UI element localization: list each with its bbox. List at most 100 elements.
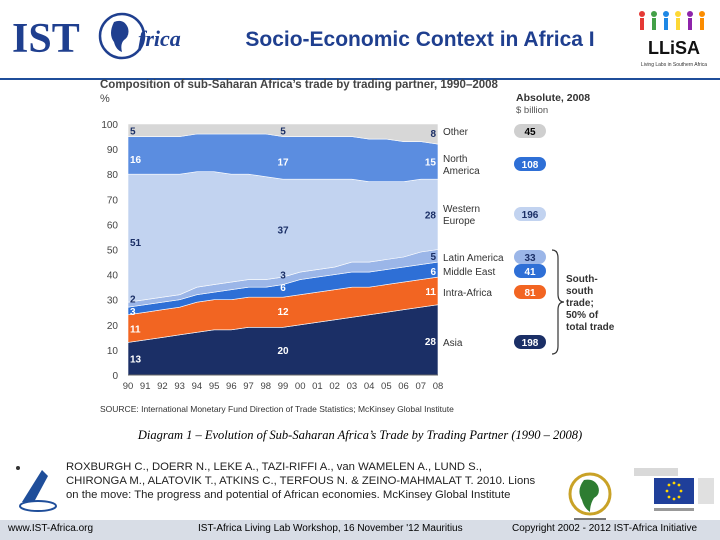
south-south-annotation: south bbox=[566, 286, 593, 297]
data-label: 11 bbox=[425, 287, 436, 298]
x-tick-label: 92 bbox=[157, 381, 168, 392]
legend-badge bbox=[514, 124, 546, 138]
data-label: 37 bbox=[277, 225, 289, 236]
page-title: Socio-Economic Context in Africa I bbox=[245, 28, 595, 51]
x-tick-label: 08 bbox=[433, 381, 444, 392]
reference-text: ROXBURGH C., DOERR N., LEKE A., TAZI-RIF… bbox=[66, 460, 566, 502]
y-tick-label: 60 bbox=[107, 220, 119, 231]
x-tick-label: 00 bbox=[295, 381, 306, 392]
legend-label: Other bbox=[443, 127, 469, 138]
south-south-annotation: 50% of bbox=[566, 310, 599, 321]
x-tick-label: 02 bbox=[329, 381, 340, 392]
european-commission-logo bbox=[634, 468, 714, 511]
legend-label: Intra-Africa bbox=[443, 288, 492, 299]
y-tick-label: 0 bbox=[112, 371, 118, 382]
africa-map-icon bbox=[111, 20, 129, 52]
legend-label: Europe bbox=[443, 216, 476, 227]
legend-value: 81 bbox=[524, 288, 536, 299]
legend-label: Middle East bbox=[443, 267, 495, 278]
y-tick-label: 20 bbox=[107, 321, 119, 332]
data-label: 6 bbox=[430, 267, 436, 278]
legend-value: 196 bbox=[522, 210, 539, 221]
x-tick-label: 05 bbox=[381, 381, 392, 392]
data-label: 16 bbox=[130, 155, 142, 166]
legend-label: Latin America bbox=[443, 253, 504, 264]
reference-line: ROXBURGH C., DOERR N., LEKE A., TAZI-RIF… bbox=[66, 461, 482, 473]
data-label: 8 bbox=[430, 129, 436, 140]
data-label: 28 bbox=[425, 210, 437, 221]
x-tick-label: 07 bbox=[415, 381, 426, 392]
data-label: 15 bbox=[425, 158, 437, 169]
legend-badge bbox=[514, 250, 546, 264]
people-icon bbox=[639, 11, 705, 30]
chart-title: Composition of sub-Saharan Africa’s trad… bbox=[100, 79, 499, 91]
data-label: 17 bbox=[277, 158, 289, 169]
legend-badge bbox=[514, 285, 546, 299]
data-label: 51 bbox=[130, 238, 142, 249]
south-south-bracket bbox=[551, 249, 565, 355]
legend-label: Asia bbox=[443, 338, 463, 349]
chart-source: SOURCE: International Monetary Fund Dire… bbox=[100, 404, 454, 414]
data-label: 6 bbox=[280, 283, 286, 294]
data-label: 11 bbox=[130, 325, 141, 336]
legend-label: Western bbox=[443, 204, 480, 215]
llisa-subtitle: Living Labs in Southern Africa bbox=[641, 62, 707, 68]
y-axis-unit: % bbox=[100, 93, 110, 105]
y-tick-label: 30 bbox=[107, 296, 119, 307]
y-tick-label: 10 bbox=[107, 346, 119, 357]
africa-map-icon bbox=[579, 479, 599, 512]
x-tick-label: 95 bbox=[209, 381, 220, 392]
footer-website[interactable]: www.IST-Africa.org bbox=[8, 523, 94, 534]
header-rule bbox=[0, 78, 720, 80]
data-label: 3 bbox=[130, 307, 136, 318]
x-tick-label: 96 bbox=[226, 381, 237, 392]
area-other bbox=[127, 123, 439, 145]
x-tick-label: 03 bbox=[347, 381, 358, 392]
legend-unit: $ billion bbox=[516, 105, 548, 116]
legend-value: 41 bbox=[524, 267, 536, 278]
footer-bar: www.IST-Africa.org IST-Africa Living Lab… bbox=[0, 520, 720, 540]
data-label: 5 bbox=[130, 126, 136, 137]
y-tick-label: 40 bbox=[107, 271, 119, 282]
seven-icon bbox=[22, 470, 48, 502]
data-label: 5 bbox=[430, 252, 436, 263]
chart-caption: Diagram 1 – Evolution of Sub-Saharan Afr… bbox=[137, 428, 583, 442]
legend-value: 33 bbox=[524, 253, 536, 264]
y-tick-label: 90 bbox=[107, 145, 119, 156]
x-tick-label: 93 bbox=[174, 381, 185, 392]
legend-badge bbox=[514, 157, 546, 171]
footer-copyright: Copyright 2002 - 2012 IST-Africa Initiat… bbox=[512, 523, 698, 534]
x-tick-label: 90 bbox=[123, 381, 134, 392]
y-tick-label: 70 bbox=[107, 195, 119, 206]
reference-line: on the move: The progress and potential … bbox=[66, 489, 511, 501]
legend-badge bbox=[514, 335, 546, 349]
data-label: 12 bbox=[277, 307, 289, 318]
data-label: 28 bbox=[425, 337, 437, 348]
llisa-text: LLiSA bbox=[648, 38, 700, 58]
data-label: 5 bbox=[280, 126, 286, 137]
legend-label: North bbox=[443, 154, 467, 165]
llisa-logo: LLiSA Living Labs in Southern Africa bbox=[639, 11, 707, 68]
x-tick-label: 99 bbox=[278, 381, 289, 392]
x-tick-label: 04 bbox=[364, 381, 375, 392]
legend-value: 108 bbox=[522, 160, 539, 171]
legend-value: 45 bbox=[524, 127, 536, 138]
y-tick-label: 100 bbox=[101, 120, 118, 131]
data-label: 2 bbox=[130, 294, 136, 305]
legend-badge bbox=[514, 264, 546, 278]
south-south-annotation: total trade bbox=[566, 322, 615, 333]
x-tick-label: 98 bbox=[260, 381, 271, 392]
y-tick-label: 80 bbox=[107, 170, 119, 181]
x-tick-label: 91 bbox=[140, 381, 151, 392]
south-south-annotation: trade; bbox=[566, 298, 594, 309]
legend-title: Absolute, 2008 bbox=[516, 92, 590, 104]
south-south-annotation: South- bbox=[566, 274, 598, 285]
bullet-icon bbox=[16, 466, 20, 470]
reference-line: CHIRONGA M., ALATOVIK T., ATKINS C., TER… bbox=[66, 475, 536, 487]
x-tick-label: 06 bbox=[398, 381, 409, 392]
data-label: 13 bbox=[130, 355, 142, 366]
legend-label: America bbox=[443, 166, 480, 177]
ist-logo-script: frica bbox=[138, 26, 181, 51]
y-tick-label: 50 bbox=[107, 246, 119, 257]
data-label: 20 bbox=[277, 346, 289, 357]
